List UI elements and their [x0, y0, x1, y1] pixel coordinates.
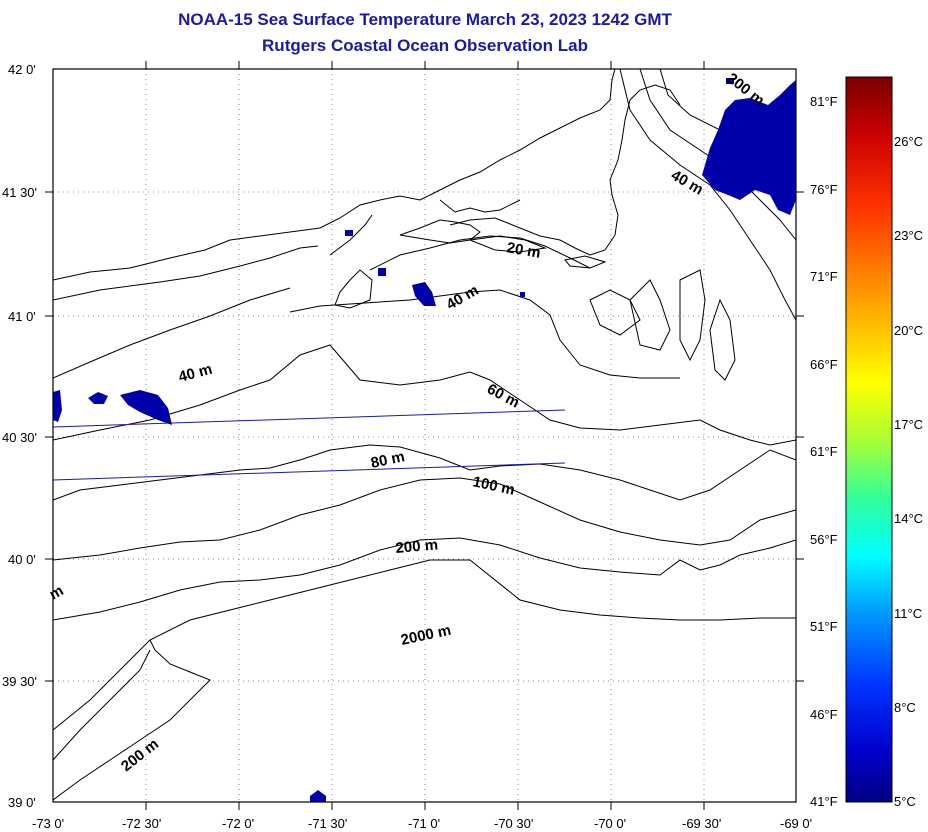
lat-label: 40 30' [2, 430, 37, 445]
contour-label: 2000 m [399, 622, 452, 649]
contour-label: m [47, 582, 67, 603]
lon-label: -73 0' [32, 816, 64, 831]
contour-60m [53, 344, 796, 446]
colorbar-f-label: 66°F [810, 357, 838, 372]
contour-label: 20 m [505, 239, 542, 262]
lat-label: 40 0' [8, 552, 36, 567]
colorbar-f-label: 61°F [810, 444, 838, 459]
colorbar-c-label: 11°C [894, 606, 922, 621]
lon-label: -70 30' [494, 816, 533, 831]
contour-40m [289, 289, 680, 379]
lon-label: -69 30' [682, 816, 721, 831]
lat-label: 39 30' [2, 674, 37, 689]
marthas-vineyard [468, 235, 547, 253]
contour-label: 80 m [369, 448, 406, 472]
contour-200m-sw [53, 639, 211, 801]
colorbar-c-label: 8°C [894, 700, 916, 715]
colorbar-f-labels: 81°F 76°F 71°F 66°F 61°F 56°F 51°F 46°F … [810, 94, 838, 809]
colorbar-c-label: 20°C [894, 323, 923, 338]
lon-label: -72 30' [122, 816, 161, 831]
lat-label: 41 0' [8, 309, 36, 324]
colorbar-f-label: 81°F [810, 94, 838, 109]
map-title: NOAA-15 Sea Surface Temperature March 23… [178, 10, 672, 29]
colorbar-f-label: 51°F [810, 619, 838, 634]
frame-ticks [45, 61, 804, 810]
colorbar-c-label: 26°C [894, 134, 923, 149]
sst-patches [53, 78, 796, 802]
lon-label: -71 0' [408, 816, 440, 831]
colorbar [845, 76, 893, 803]
contour-label: 40 m [668, 167, 706, 199]
contour-label: 40 m [444, 282, 482, 314]
lon-label: -70 0' [594, 816, 626, 831]
colorbar-c-label: 23°C [894, 228, 923, 243]
contour-label: 200 m [118, 736, 162, 776]
lat-label: 39 0' [8, 795, 36, 810]
contour-label: 200 m [395, 536, 439, 557]
contour-labels: 200 m 40 m 20 m 40 m 40 m 60 m 80 m 100 … [47, 70, 768, 775]
ship-tracks [52, 409, 566, 481]
contour-20m [369, 235, 591, 271]
contour-40m-ne [619, 69, 796, 321]
lat-label: 41 30' [2, 185, 37, 200]
lon-label: -72 0' [222, 816, 254, 831]
lon-label: -69 0' [780, 816, 812, 831]
lon-labels: -73 0' -72 30' -72 0' -71 30' -71 0' -70… [32, 816, 812, 831]
nantucket [564, 255, 607, 269]
contour-100m [53, 477, 796, 561]
colorbar-f-label: 46°F [810, 707, 838, 722]
contour-label: 100 m [471, 473, 516, 498]
colorbar-c-label: 5°C [894, 794, 916, 809]
colorbar-c-label: 14°C [894, 511, 923, 526]
contour-200m [53, 537, 796, 621]
coastline [53, 69, 616, 281]
colorbar-f-label: 76°F [810, 182, 838, 197]
contour-2000m [53, 559, 796, 731]
contour-80m [53, 444, 796, 501]
contour-label: 60 m [484, 381, 522, 412]
contour-label: 40 m [177, 361, 214, 386]
lon-label: -71 30' [308, 816, 347, 831]
colorbar-f-label: 71°F [810, 269, 838, 284]
colorbar-c-label: 17°C [894, 417, 923, 432]
colorbar-c-labels: 26°C 23°C 20°C 17°C 14°C 11°C 8°C 5°C [894, 134, 923, 809]
lat-label: 42 0' [8, 62, 36, 77]
map-grid [53, 69, 796, 802]
colorbar-f-label: 56°F [810, 532, 838, 547]
colorbar-f-label: 41°F [810, 794, 838, 809]
lat-labels: 42 0' 41 30' 41 0' 40 30' 40 0' 39 30' 3… [2, 62, 37, 810]
map-subtitle: Rutgers Coastal Ocean Observation Lab [262, 36, 588, 55]
